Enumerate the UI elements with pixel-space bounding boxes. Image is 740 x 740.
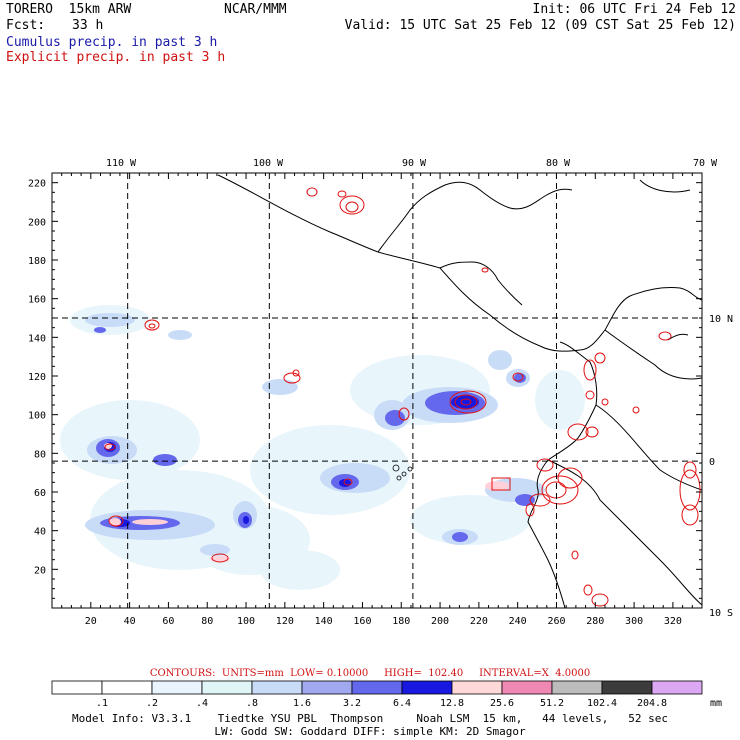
colorbar-swatch bbox=[601, 680, 653, 695]
colorbar-label: 6.4 bbox=[393, 698, 411, 709]
x-tick-label: 20 bbox=[85, 616, 97, 627]
colorbar-label: 3.2 bbox=[343, 698, 361, 709]
lon-label: 90 W bbox=[402, 158, 427, 169]
model-info-line1: Model Info: V3.3.1 Tiedtke YSU PBL Thomp… bbox=[71, 712, 669, 725]
x-tick-label: 40 bbox=[124, 616, 136, 627]
colorbar-swatch bbox=[401, 680, 453, 695]
x-tick-label: 180 bbox=[392, 616, 410, 627]
colorbar-swatch bbox=[301, 680, 353, 695]
x-tick-label: 120 bbox=[276, 616, 294, 627]
plot-frame bbox=[51, 172, 703, 609]
y-tick-label: 80 bbox=[34, 449, 46, 460]
colorbar-swatch bbox=[351, 680, 403, 695]
lat-label: 0 bbox=[709, 457, 715, 468]
y-tick-label: 200 bbox=[28, 217, 46, 228]
y-tick-label: 140 bbox=[28, 333, 46, 344]
lon-label: 110 W bbox=[106, 158, 137, 169]
precip-field bbox=[60, 174, 702, 608]
colorbar-label: 1.6 bbox=[293, 698, 311, 709]
x-axis: 20 40 60 80 100 120 140 160 180 200 220 240 260 280 30… bbox=[51, 173, 703, 627]
colorbar-swatch bbox=[101, 680, 153, 695]
explicit-legend-title: Explicit precip. in past 3 h bbox=[6, 50, 226, 65]
y-tick-label: 180 bbox=[28, 256, 46, 267]
x-tick-label: 80 bbox=[201, 616, 213, 627]
lon-label: 70 W bbox=[693, 158, 718, 169]
colorbar-swatch bbox=[51, 680, 103, 695]
x-tick-label: 260 bbox=[547, 616, 565, 627]
x-tick-label: 160 bbox=[353, 616, 371, 627]
y-tick-label: 220 bbox=[28, 179, 46, 190]
x-tick-label: 240 bbox=[509, 616, 527, 627]
colorbar-swatch bbox=[251, 680, 303, 695]
contour-info: CONTOURS: UNITS=mm LOW= 0.10000 HIGH= 10… bbox=[149, 668, 591, 679]
model-name: TORERO 15km ARW bbox=[6, 2, 132, 17]
latlon-grid bbox=[52, 173, 702, 608]
colorbar-label: 204.8 bbox=[637, 698, 667, 709]
colorbar: .1 .2 .4 .8 1.6 3.2 6.4 12.8 25.6 51.2 102.4 204.8 m… bbox=[51, 680, 722, 709]
colorbar-swatch bbox=[551, 680, 603, 695]
colorbar-swatch bbox=[501, 680, 553, 695]
colorbar-label: .1 bbox=[96, 698, 108, 709]
lon-label: 100 W bbox=[253, 158, 284, 169]
y-tick-label: 60 bbox=[34, 488, 46, 499]
y-tick-label: 120 bbox=[28, 372, 46, 383]
colorbar-units: mm bbox=[710, 698, 722, 709]
colorbar-swatch bbox=[201, 680, 253, 695]
forecast-hour: 33 h bbox=[72, 18, 104, 33]
colorbar-label: 51.2 bbox=[540, 698, 564, 709]
colorbar-label: .2 bbox=[146, 698, 158, 709]
x-tick-label: 320 bbox=[664, 616, 682, 627]
x-tick-label: 200 bbox=[431, 616, 449, 627]
valid-time: Valid: 15 UTC Sat 25 Feb 12 (09 CST Sat … bbox=[344, 18, 736, 33]
y-tick-label: 40 bbox=[34, 527, 46, 538]
colorbar-label: 12.8 bbox=[440, 698, 464, 709]
y-axis: 20 40 60 80 100 120 140 160 180 200 220 bbox=[28, 172, 702, 609]
colorbar-label: 25.6 bbox=[490, 698, 514, 709]
cumulus-legend-title: Cumulus precip. in past 3 h bbox=[6, 35, 218, 50]
x-tick-label: 140 bbox=[315, 616, 333, 627]
x-tick-label: 100 bbox=[237, 616, 255, 627]
model-info-line2: LW: Godd SW: Goddard DIFF: simple KM: 2D… bbox=[214, 725, 526, 738]
x-tick-label: 60 bbox=[162, 616, 174, 627]
latitude-labels: 10 N 0 10 S bbox=[709, 314, 733, 619]
colorbar-label: .4 bbox=[196, 698, 208, 709]
longitude-labels: 110 W 100 W 90 W 80 W 70 W bbox=[106, 158, 718, 169]
colorbar-label: 102.4 bbox=[587, 698, 617, 709]
forecast-label: Fcst: bbox=[6, 18, 46, 33]
colorbar-swatch bbox=[151, 680, 203, 695]
colorbar-label: .8 bbox=[246, 698, 258, 709]
x-tick-label: 280 bbox=[586, 616, 604, 627]
colorbar-swatch bbox=[651, 680, 703, 695]
lat-label: 10 S bbox=[709, 608, 733, 619]
init-time: Init: 06 UTC Fri 24 Feb 12 bbox=[532, 2, 737, 17]
x-tick-label: 220 bbox=[470, 616, 488, 627]
x-tick-label: 300 bbox=[625, 616, 643, 627]
y-tick-label: 160 bbox=[28, 295, 46, 306]
organization: NCAR/MMM bbox=[224, 2, 287, 17]
y-tick-label: 20 bbox=[34, 565, 46, 576]
y-tick-label: 100 bbox=[28, 411, 46, 422]
coastlines bbox=[217, 174, 702, 608]
colorbar-swatch bbox=[451, 680, 503, 695]
lat-label: 10 N bbox=[709, 314, 733, 325]
lon-label: 80 W bbox=[546, 158, 571, 169]
explicit-precip-contours bbox=[104, 187, 701, 607]
